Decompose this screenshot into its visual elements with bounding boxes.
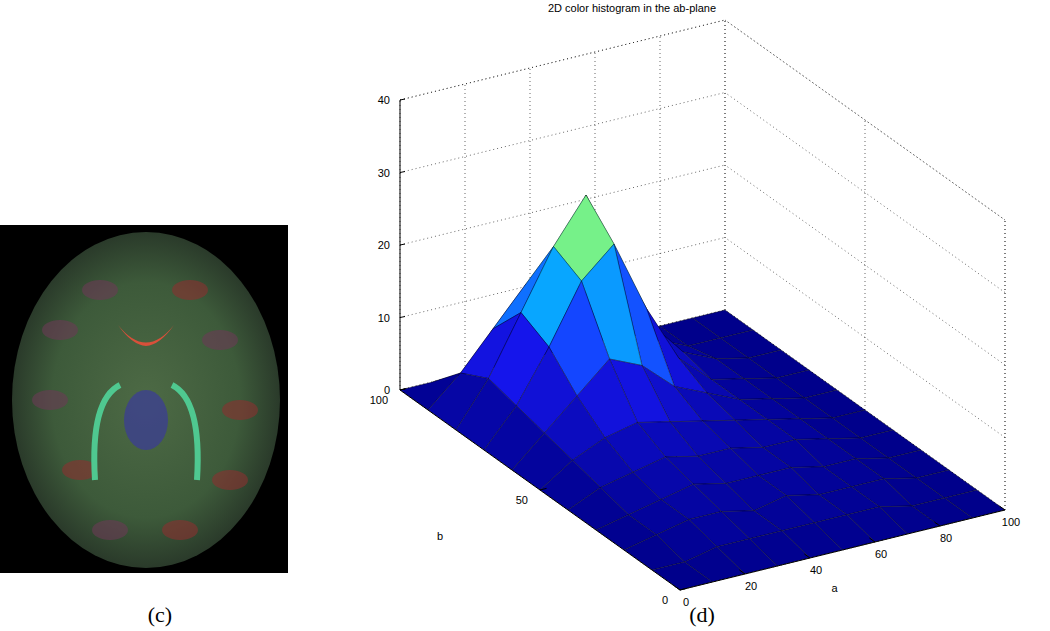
blue-region bbox=[124, 390, 168, 450]
surface bbox=[400, 195, 1005, 590]
panel-label: (d) bbox=[689, 602, 715, 627]
tick-label-z: 40 bbox=[378, 94, 390, 106]
tick-z bbox=[400, 389, 405, 390]
box-edge bbox=[725, 20, 1005, 220]
tick-label-a: 100 bbox=[1002, 516, 1020, 528]
tick-a bbox=[934, 522, 940, 526]
texture bbox=[202, 330, 238, 350]
tick-label-a: 80 bbox=[940, 532, 952, 544]
tick-a bbox=[674, 586, 680, 590]
brain-image bbox=[0, 225, 288, 573]
grid bbox=[400, 20, 1005, 590]
tick-a bbox=[999, 506, 1005, 510]
tick-z bbox=[400, 244, 405, 245]
figure: 020406080100050100010203040ab2D color hi… bbox=[0, 0, 1050, 631]
tick-label-z: 10 bbox=[378, 312, 390, 324]
tick-z bbox=[400, 99, 405, 100]
tick-a bbox=[869, 538, 875, 542]
grid-line-wall-z bbox=[725, 93, 1005, 293]
tick-z bbox=[400, 172, 405, 173]
grid-line-wall-z bbox=[725, 165, 1005, 365]
box-edge bbox=[1005, 220, 1006, 510]
axis-label-a: a bbox=[831, 582, 838, 594]
grid-line-wall-a bbox=[465, 84, 466, 374]
tick-label-a: 60 bbox=[875, 548, 887, 560]
tick-label-b: 50 bbox=[516, 494, 528, 506]
texture bbox=[82, 280, 118, 300]
tick-label-z: 0 bbox=[384, 384, 390, 396]
tick-a bbox=[804, 554, 810, 558]
grid-line-wall-z bbox=[725, 238, 1005, 438]
axes: 020406080100050100010203040 bbox=[370, 94, 1021, 608]
brain-area bbox=[12, 232, 280, 568]
grid-line-wall-z bbox=[400, 93, 725, 173]
texture bbox=[92, 520, 128, 540]
tick-b bbox=[400, 388, 407, 390]
red-region bbox=[118, 325, 174, 346]
tick-b bbox=[680, 588, 687, 590]
box-edge bbox=[400, 20, 725, 100]
panel-label: (c) bbox=[148, 602, 172, 627]
tick-label-a: 0 bbox=[683, 596, 689, 608]
tick-label-a: 40 bbox=[810, 564, 822, 576]
tick-label-a: 20 bbox=[745, 580, 757, 592]
tick-z bbox=[400, 317, 405, 318]
texture bbox=[222, 400, 258, 420]
tick-label-z: 20 bbox=[378, 239, 390, 251]
texture bbox=[42, 320, 78, 340]
texture bbox=[212, 470, 248, 490]
axis-label-b: b bbox=[437, 530, 443, 542]
tick-b bbox=[540, 488, 547, 490]
grid-line-wall-z bbox=[725, 20, 1005, 220]
grid-line-wall-z bbox=[400, 20, 725, 100]
axis-line-a bbox=[680, 510, 1005, 590]
grid-line-floor-a bbox=[660, 326, 940, 526]
texture bbox=[162, 520, 198, 540]
texture bbox=[172, 280, 208, 300]
tick-a bbox=[739, 570, 745, 574]
texture bbox=[32, 390, 68, 410]
axis-line-b bbox=[400, 390, 680, 590]
green-region bbox=[94, 385, 197, 480]
grid-line-floor-b bbox=[680, 510, 1005, 590]
tick-label-b: 0 bbox=[662, 594, 668, 606]
image-background bbox=[0, 225, 288, 573]
figure-svg: 020406080100050100010203040ab2D color hi… bbox=[0, 0, 1050, 631]
chart-title: 2D color histogram in the ab-plane bbox=[548, 2, 716, 14]
tick-label-z: 30 bbox=[378, 167, 390, 179]
